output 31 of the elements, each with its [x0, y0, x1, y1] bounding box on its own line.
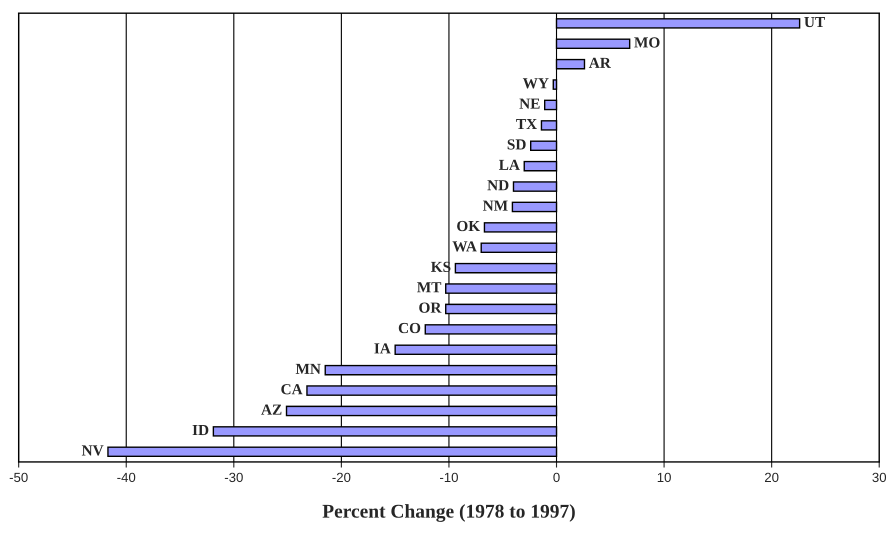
- x-tick-label: 10: [658, 472, 671, 482]
- y-tick-label: OK: [457, 220, 480, 232]
- y-tick-label: UT: [804, 17, 825, 28]
- y-tick-label: CO: [398, 322, 420, 334]
- y-tick-label: AZ: [261, 404, 282, 415]
- x-tick-label: 0: [553, 472, 560, 482]
- y-tick-label: MT: [417, 282, 442, 292]
- y-tick-label: OR: [419, 302, 442, 313]
- x-tick-label: 20: [764, 472, 778, 482]
- x-tick-label: -50: [10, 472, 28, 482]
- y-tick-label: ID: [192, 425, 208, 436]
- x-tick-label: -10: [440, 472, 458, 482]
- x-tick-label: -20: [332, 472, 350, 482]
- x-tick-label: 30: [872, 472, 886, 482]
- y-tick-label: WY: [522, 78, 549, 88]
- y-tick-label: NM: [482, 200, 508, 211]
- y-tick-label: NE: [519, 98, 540, 109]
- y-tick-label: SD: [508, 139, 526, 150]
- y-tick-label: LA: [498, 160, 520, 170]
- y-tick-label: MO: [634, 37, 660, 48]
- x-tick-label: -30: [224, 472, 243, 482]
- y-tick-label: MN: [296, 364, 321, 374]
- y-tick-label: ND: [487, 180, 508, 190]
- y-tick-label: CA: [281, 384, 303, 394]
- y-tick-label: AR: [588, 58, 611, 68]
- y-tick-label: NV: [82, 445, 104, 456]
- y-tick-label: WA: [452, 241, 477, 252]
- y-tick-label: IA: [374, 343, 391, 354]
- y-tick-label: TX: [516, 119, 537, 130]
- x-axis-title: Percent Change (1978 to 1997): [322, 504, 575, 522]
- x-tick-label: -40: [117, 472, 136, 482]
